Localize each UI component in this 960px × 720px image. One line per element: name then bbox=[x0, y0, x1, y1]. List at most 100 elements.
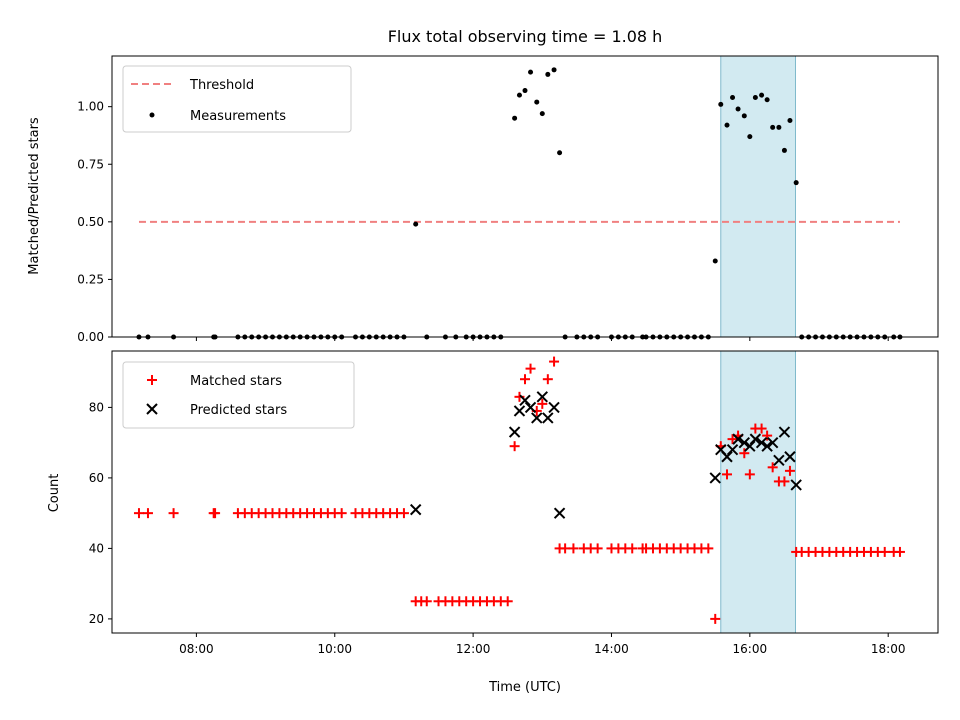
y-tick-label: 0.75 bbox=[77, 157, 104, 171]
predicted-star-point bbox=[761, 440, 773, 452]
measurement-point bbox=[793, 180, 799, 186]
measurement-point bbox=[557, 150, 563, 156]
predicted-star-point bbox=[755, 436, 768, 449]
measurements-legend-label: Measurements bbox=[190, 109, 286, 124]
predicted-star-point bbox=[409, 503, 422, 516]
x-tick-label: 16:00 bbox=[733, 642, 768, 656]
matched-star-point bbox=[398, 508, 409, 519]
bottom-panel-frame bbox=[111, 350, 939, 634]
measurement-point bbox=[741, 113, 747, 119]
measurement-point bbox=[545, 71, 551, 77]
top-highlight-span bbox=[720, 55, 796, 338]
predicted-star-point bbox=[732, 433, 744, 445]
x-tick-label: 14:00 bbox=[594, 642, 629, 656]
predicted-star-point bbox=[726, 443, 739, 456]
measurement-point bbox=[759, 92, 765, 98]
measurement-point bbox=[776, 124, 782, 130]
matched-star-point bbox=[756, 423, 767, 434]
measurement-point bbox=[724, 122, 730, 128]
matched-star-point bbox=[336, 508, 347, 519]
matched-star-point bbox=[779, 476, 790, 487]
matched-star-point bbox=[142, 508, 153, 519]
predicted-star-point bbox=[766, 436, 779, 449]
matched-star-point bbox=[210, 508, 221, 519]
chart-title: Flux total observing time = 1.08 h bbox=[388, 27, 663, 46]
predicted-legend-label: Predicted stars bbox=[190, 403, 287, 418]
predicted-star-point bbox=[744, 440, 756, 452]
predicted-star-point bbox=[519, 394, 531, 407]
matched-star-point bbox=[509, 441, 520, 452]
bottom-legend-box bbox=[122, 361, 355, 429]
matched-star-point bbox=[894, 546, 905, 557]
matched-star-point bbox=[133, 508, 144, 519]
matched-star-point bbox=[744, 469, 755, 480]
x-tick-label: 10:00 bbox=[317, 642, 352, 656]
measurement-point bbox=[770, 124, 776, 130]
measurement-point bbox=[534, 99, 540, 105]
predicted-star-point bbox=[513, 405, 526, 417]
predicted-star-point bbox=[778, 426, 791, 438]
measurement-point bbox=[413, 221, 419, 227]
predicted-star-point bbox=[542, 412, 554, 424]
top-legend: Threshold Measurements bbox=[122, 65, 352, 133]
matched-star-point bbox=[879, 546, 890, 557]
measurement-point bbox=[730, 94, 736, 100]
matched-star-point bbox=[703, 543, 714, 554]
predicted-star-point bbox=[790, 479, 802, 491]
top-panel-frame bbox=[111, 55, 939, 338]
y-tick-label: 1.00 bbox=[77, 100, 104, 114]
matched-star-point bbox=[502, 596, 513, 607]
x-tick-label: 12:00 bbox=[456, 642, 491, 656]
matched-star-point bbox=[762, 430, 773, 441]
measurement-point bbox=[735, 106, 741, 112]
predicted-star-point bbox=[524, 401, 537, 414]
measurement-point bbox=[551, 67, 557, 73]
y-tick-label: 0.50 bbox=[77, 215, 104, 229]
matched-star-point bbox=[168, 508, 179, 519]
matched-star-point bbox=[568, 543, 579, 554]
predicted-star-point bbox=[709, 472, 721, 484]
y-tick-label: 40 bbox=[89, 541, 104, 555]
x-tick-label: 18:00 bbox=[871, 642, 906, 656]
bottom-highlight-span bbox=[720, 350, 796, 634]
predicted-star-point bbox=[784, 451, 796, 463]
matched-star-point bbox=[421, 596, 432, 607]
matched-star-point bbox=[525, 363, 536, 374]
measurement-point bbox=[516, 92, 522, 98]
threshold-legend-label: Threshold bbox=[189, 78, 254, 93]
predicted-star-point bbox=[531, 412, 543, 424]
matched-star-point bbox=[592, 543, 603, 554]
measurement-point bbox=[712, 258, 718, 264]
predicted-star-point bbox=[721, 451, 733, 463]
predicted-star-point bbox=[749, 433, 762, 445]
measurement-point bbox=[787, 117, 793, 123]
measurement-point bbox=[539, 111, 545, 117]
measurement-point bbox=[781, 147, 787, 153]
predicted-star-point bbox=[773, 454, 785, 466]
measurement-point bbox=[718, 101, 724, 107]
y-tick-label: 20 bbox=[89, 612, 104, 626]
matched-legend-swatch bbox=[147, 375, 157, 385]
predicted-star-point bbox=[738, 436, 751, 449]
matched-star-point bbox=[727, 434, 738, 445]
y-tick-label: 0.00 bbox=[77, 330, 104, 344]
predicted-star-point bbox=[548, 401, 560, 414]
matched-star-point bbox=[710, 613, 721, 624]
matched-star-point bbox=[514, 391, 525, 402]
matched-star-point bbox=[739, 448, 750, 459]
x-tick-label: 08:00 bbox=[179, 642, 214, 656]
predicted-legend-swatch bbox=[146, 403, 158, 415]
measurements-legend-swatch bbox=[149, 112, 155, 118]
predicted-star-point bbox=[536, 391, 549, 403]
y-tick-label: 80 bbox=[89, 400, 104, 414]
predicted-star-point bbox=[553, 507, 566, 519]
measurement-point bbox=[528, 69, 534, 75]
matched-star-point bbox=[537, 398, 548, 409]
measurement-point bbox=[764, 97, 770, 103]
matched-star-point bbox=[784, 465, 795, 476]
measurement-point bbox=[512, 115, 518, 121]
x-axis-label: Time (UTC) bbox=[488, 680, 561, 695]
matched-star-point bbox=[520, 374, 530, 385]
predicted-star-point bbox=[508, 426, 521, 438]
top-legend-box bbox=[122, 65, 352, 133]
